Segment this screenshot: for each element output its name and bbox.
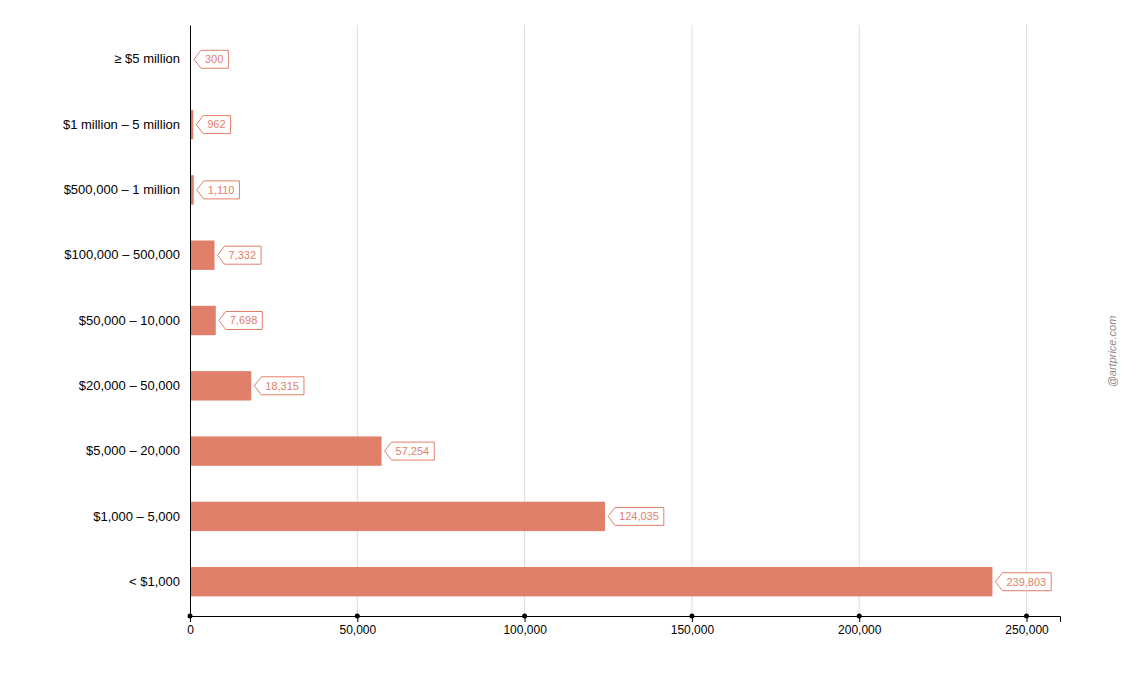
y-axis: < $1,000 $1,000 – 5,000 $5,000 – 20,000 $20… (63, 26, 191, 617)
y-tick: $5,000 – 20,000 (86, 443, 190, 458)
label-box (254, 377, 304, 395)
y-tick-label: $1,000 – 5,000 (93, 509, 180, 524)
data-label: 7,698 (219, 312, 263, 330)
grid-line (859, 25, 860, 616)
data-label-text: 7,698 (230, 314, 258, 326)
label-box (197, 181, 240, 199)
x-tick-label: 150,000 (671, 623, 715, 637)
y-tick: $20,000 – 50,000 (79, 378, 190, 393)
grid-line (691, 25, 692, 616)
data-label-text: 124,035 (619, 510, 659, 522)
x-tick: 50,000 (339, 616, 376, 637)
background (0, 0, 1140, 676)
label-box (219, 312, 263, 330)
y-tick: $500,000 – 1 million (64, 182, 190, 197)
x-tick: 100,000 (503, 616, 547, 637)
data-label-text: 1,110 (208, 184, 235, 196)
tick-dot (355, 614, 360, 619)
bar (190, 567, 992, 596)
data-label: 7,332 (218, 246, 262, 264)
data-label-text: 7,332 (229, 249, 257, 261)
data-label: 1,110 (197, 181, 240, 199)
data-label: 300 (194, 50, 228, 68)
label-box (218, 246, 262, 264)
label-box (608, 507, 664, 525)
data-label-text: 962 (207, 118, 225, 130)
y-axis-line (190, 26, 191, 617)
y-tick: $100,000 – 500,000 (64, 247, 190, 262)
data-label: 57,254 (385, 442, 435, 460)
x-tick: 250,000 (1005, 616, 1049, 637)
label-box (995, 573, 1051, 591)
y-tick-label: < $1,000 (129, 574, 180, 589)
y-tick-label: ≥ $5 million (114, 51, 180, 66)
x-tick-label: 250,000 (1005, 623, 1049, 637)
tick-dots (188, 614, 1030, 619)
x-axis-line (191, 617, 1061, 623)
y-tick-label: $500,000 – 1 million (64, 182, 180, 197)
y-tick: $1 million – 5 million (63, 117, 190, 132)
data-label: 962 (196, 116, 230, 134)
x-tick-label: 50,000 (339, 623, 376, 637)
y-tick-label: $100,000 – 500,000 (64, 247, 180, 262)
data-label: 18,315 (254, 377, 304, 395)
y-tick-label: $5,000 – 20,000 (86, 443, 180, 458)
label-box (385, 442, 435, 460)
bar (190, 371, 251, 400)
x-tick: 0 (187, 616, 194, 637)
data-label-text: 57,254 (396, 445, 430, 457)
chart: 0 50,000 100,000 150,000 200,000 250,000 < $1,… (0, 0, 1140, 676)
y-tick-label: $20,000 – 50,000 (79, 378, 180, 393)
x-tick-label: 200,000 (838, 623, 882, 637)
label-box (196, 116, 230, 134)
data-label-text: 300 (205, 53, 223, 65)
tick-dot (689, 614, 694, 619)
bar (190, 306, 216, 335)
x-axis: 0 50,000 100,000 150,000 200,000 250,000 (187, 616, 1060, 637)
bars (190, 45, 992, 597)
grid-line (1026, 25, 1027, 616)
label-box (194, 50, 228, 68)
data-label: 124,035 (608, 507, 664, 525)
bar (190, 241, 215, 270)
watermark: @artprice.com (1106, 316, 1118, 388)
tick-dot (857, 614, 862, 619)
plot: 0 50,000 100,000 150,000 200,000 250,000 < $1,… (63, 25, 1061, 637)
x-tick: 200,000 (838, 616, 882, 637)
y-tick: ≥ $5 million (114, 51, 190, 66)
y-tick-label: $1 million – 5 million (63, 117, 180, 132)
x-tick-label: 0 (187, 623, 194, 637)
data-labels: 239,803 124,035 57,254 18,315 7,698 7,332 1,11… (194, 50, 1051, 590)
bar (190, 436, 382, 465)
data-label: 239,803 (995, 573, 1051, 591)
y-tick: < $1,000 (129, 574, 190, 589)
bar (190, 502, 605, 531)
tick-dot (522, 614, 527, 619)
y-tick: $1,000 – 5,000 (93, 509, 190, 524)
tick-dot (1024, 614, 1029, 619)
x-tick: 150,000 (671, 616, 715, 637)
y-tick-label: $50,000 – 10,000 (79, 313, 180, 328)
y-tick: $50,000 – 10,000 (79, 313, 190, 328)
x-tick-label: 100,000 (503, 623, 547, 637)
data-label-text: 239,803 (1006, 576, 1046, 588)
data-label-text: 18,315 (265, 380, 299, 392)
